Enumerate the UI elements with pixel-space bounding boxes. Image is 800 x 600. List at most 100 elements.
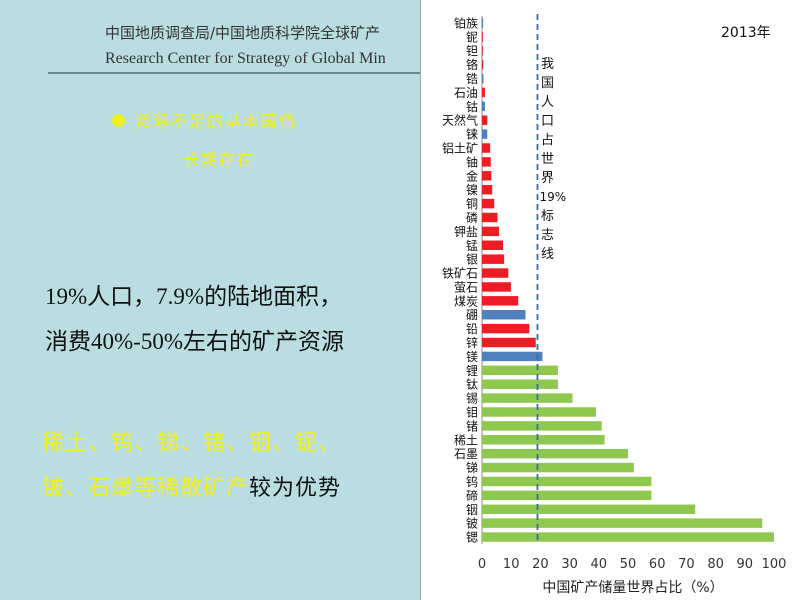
bar-1 bbox=[482, 18, 484, 28]
reference-label-char: 占 bbox=[540, 133, 554, 148]
bar-2 bbox=[482, 32, 483, 42]
reference-label-char: 国 bbox=[540, 76, 554, 91]
category-label: 锡 bbox=[466, 391, 478, 406]
bar-4 bbox=[482, 59, 484, 70]
bar-13 bbox=[482, 184, 493, 195]
bullet-text-line2: 长期存在 bbox=[183, 150, 256, 169]
category-label: 石墨 bbox=[454, 447, 478, 461]
bar-31 bbox=[482, 435, 605, 445]
category-label: 镍 bbox=[466, 183, 478, 197]
reference-label-char: 线 bbox=[540, 247, 554, 262]
category-label: 锗 bbox=[466, 418, 478, 433]
category-label: 钨 bbox=[466, 474, 478, 489]
advantage-minerals-highlight: 铍、石墨等稀散矿产 bbox=[42, 476, 250, 501]
bar-26 bbox=[482, 365, 558, 376]
category-label: 锆 bbox=[466, 72, 478, 86]
bar-chart-svg: 铂族铌钽铬锆石油钴天然气铼铝土矿铀金镍铜磷钾盐锰银铁矿石萤石煤炭硼铅锌镁锂钛锡钼… bbox=[442, 14, 787, 596]
bar-30 bbox=[482, 421, 602, 431]
x-tick-label: 10 bbox=[503, 557, 520, 572]
reference-label-char: 界 bbox=[540, 171, 554, 186]
bar-14 bbox=[482, 198, 495, 209]
category-label: 萤石 bbox=[454, 280, 478, 294]
category-label: 铼 bbox=[466, 128, 478, 142]
consumption-statement: 消费40%-50%左右的矿产资源 bbox=[45, 329, 344, 354]
x-tick-label: 0 bbox=[478, 557, 486, 572]
bar-11 bbox=[482, 157, 491, 167]
bar-9 bbox=[482, 129, 488, 139]
x-tick-label: 90 bbox=[737, 557, 754, 572]
category-label: 铍 bbox=[466, 517, 478, 531]
reference-label-char: 19% bbox=[539, 190, 567, 204]
bar-18 bbox=[482, 254, 505, 264]
bar-36 bbox=[482, 504, 696, 514]
category-label: 铟 bbox=[466, 503, 478, 517]
category-label: 铌 bbox=[466, 30, 478, 44]
category-label: 银 bbox=[466, 253, 478, 267]
category-label: 硼 bbox=[466, 308, 478, 322]
x-tick-label: 60 bbox=[649, 557, 666, 572]
reference-label-char: 志 bbox=[540, 228, 554, 243]
bar-5 bbox=[482, 73, 484, 84]
x-tick-label: 20 bbox=[532, 557, 549, 572]
category-label: 钛 bbox=[466, 377, 478, 392]
bar-24 bbox=[482, 337, 536, 348]
bar-10 bbox=[482, 143, 491, 153]
bar-25 bbox=[482, 351, 543, 362]
x-tick-label: 100 bbox=[762, 557, 787, 572]
bar-23 bbox=[482, 323, 530, 334]
reference-label-char: 我 bbox=[540, 57, 554, 72]
category-label: 石油 bbox=[454, 86, 478, 100]
bar-38 bbox=[482, 532, 774, 542]
org-title-cn: 中国地质调查局/中国地质科学院全球矿产 bbox=[105, 24, 381, 42]
bar-16 bbox=[482, 226, 499, 237]
advantage-minerals-tail: 较为优势 bbox=[249, 476, 342, 501]
reference-line-label: 我国人口占世界 19% 标志线 bbox=[539, 55, 567, 264]
category-label: 铝土矿 bbox=[442, 141, 478, 156]
category-label: 钼 bbox=[466, 406, 478, 420]
category-label: 钴 bbox=[466, 99, 478, 114]
category-label: 锶 bbox=[466, 531, 478, 545]
category-label: 天然气 bbox=[442, 113, 478, 128]
category-label: 锌 bbox=[466, 336, 478, 350]
category-label: 钽 bbox=[466, 44, 478, 58]
bar-7 bbox=[482, 101, 485, 112]
category-label: 铁矿石 bbox=[442, 267, 478, 281]
category-label: 铜 bbox=[466, 196, 478, 211]
bar-33 bbox=[482, 462, 634, 473]
x-tick-label: 50 bbox=[620, 557, 637, 572]
category-label: 稀土 bbox=[454, 433, 478, 447]
x-axis-label: 中国矿产储量世界占比（%） bbox=[542, 580, 723, 596]
bar-35 bbox=[482, 490, 652, 501]
reserve-share-chart: 铂族铌钽铬锆石油钴天然气铼铝土矿铀金镍铜磷钾盐锰银铁矿石 萤石 煤炭硼铅锌镁锂钛锡钼… bbox=[420, 0, 800, 600]
bar-8 bbox=[482, 115, 488, 125]
bullet-text-line1: 资源不足的基本国情 bbox=[135, 112, 298, 131]
bar-27 bbox=[482, 379, 558, 389]
reference-label-char: 口 bbox=[540, 114, 554, 129]
bar-21 bbox=[482, 296, 519, 306]
chart-year-label: 2013年 bbox=[721, 25, 771, 41]
category-label: 铅 bbox=[466, 322, 478, 336]
reference-label-char: 标 bbox=[540, 209, 554, 224]
category-label: 煤炭 bbox=[454, 294, 478, 308]
advantage-minerals-line2: 铍、石墨等稀散矿产较为优势 bbox=[42, 470, 341, 502]
x-tick-label: 30 bbox=[561, 557, 578, 572]
slide-header: 中国地质调查局/中国地质科学院全球矿产 Research Center for … bbox=[0, 0, 800, 75]
category-label: 铬 bbox=[466, 57, 478, 72]
category-label: 金 bbox=[466, 168, 478, 183]
category-label: 钾盐 bbox=[454, 225, 478, 239]
bullet-dot-icon bbox=[112, 113, 125, 127]
category-label: 碲 bbox=[466, 488, 478, 503]
bar-29 bbox=[482, 407, 596, 417]
category-label: 锑 bbox=[466, 461, 478, 475]
bar-22 bbox=[482, 310, 526, 320]
category-label: 镁 bbox=[466, 350, 478, 364]
category-label: 锰 bbox=[466, 238, 478, 253]
x-tick-label: 80 bbox=[707, 557, 724, 572]
advantage-minerals-line1: 稀土、钨、锑、锗、铟、铌、 bbox=[42, 431, 342, 456]
bar-3 bbox=[482, 46, 483, 56]
bar-37 bbox=[482, 518, 763, 528]
bar-6 bbox=[482, 87, 485, 98]
category-label: 铀 bbox=[466, 155, 478, 169]
category-label: 铂族 bbox=[454, 15, 478, 30]
x-tick-label: 70 bbox=[678, 557, 695, 572]
